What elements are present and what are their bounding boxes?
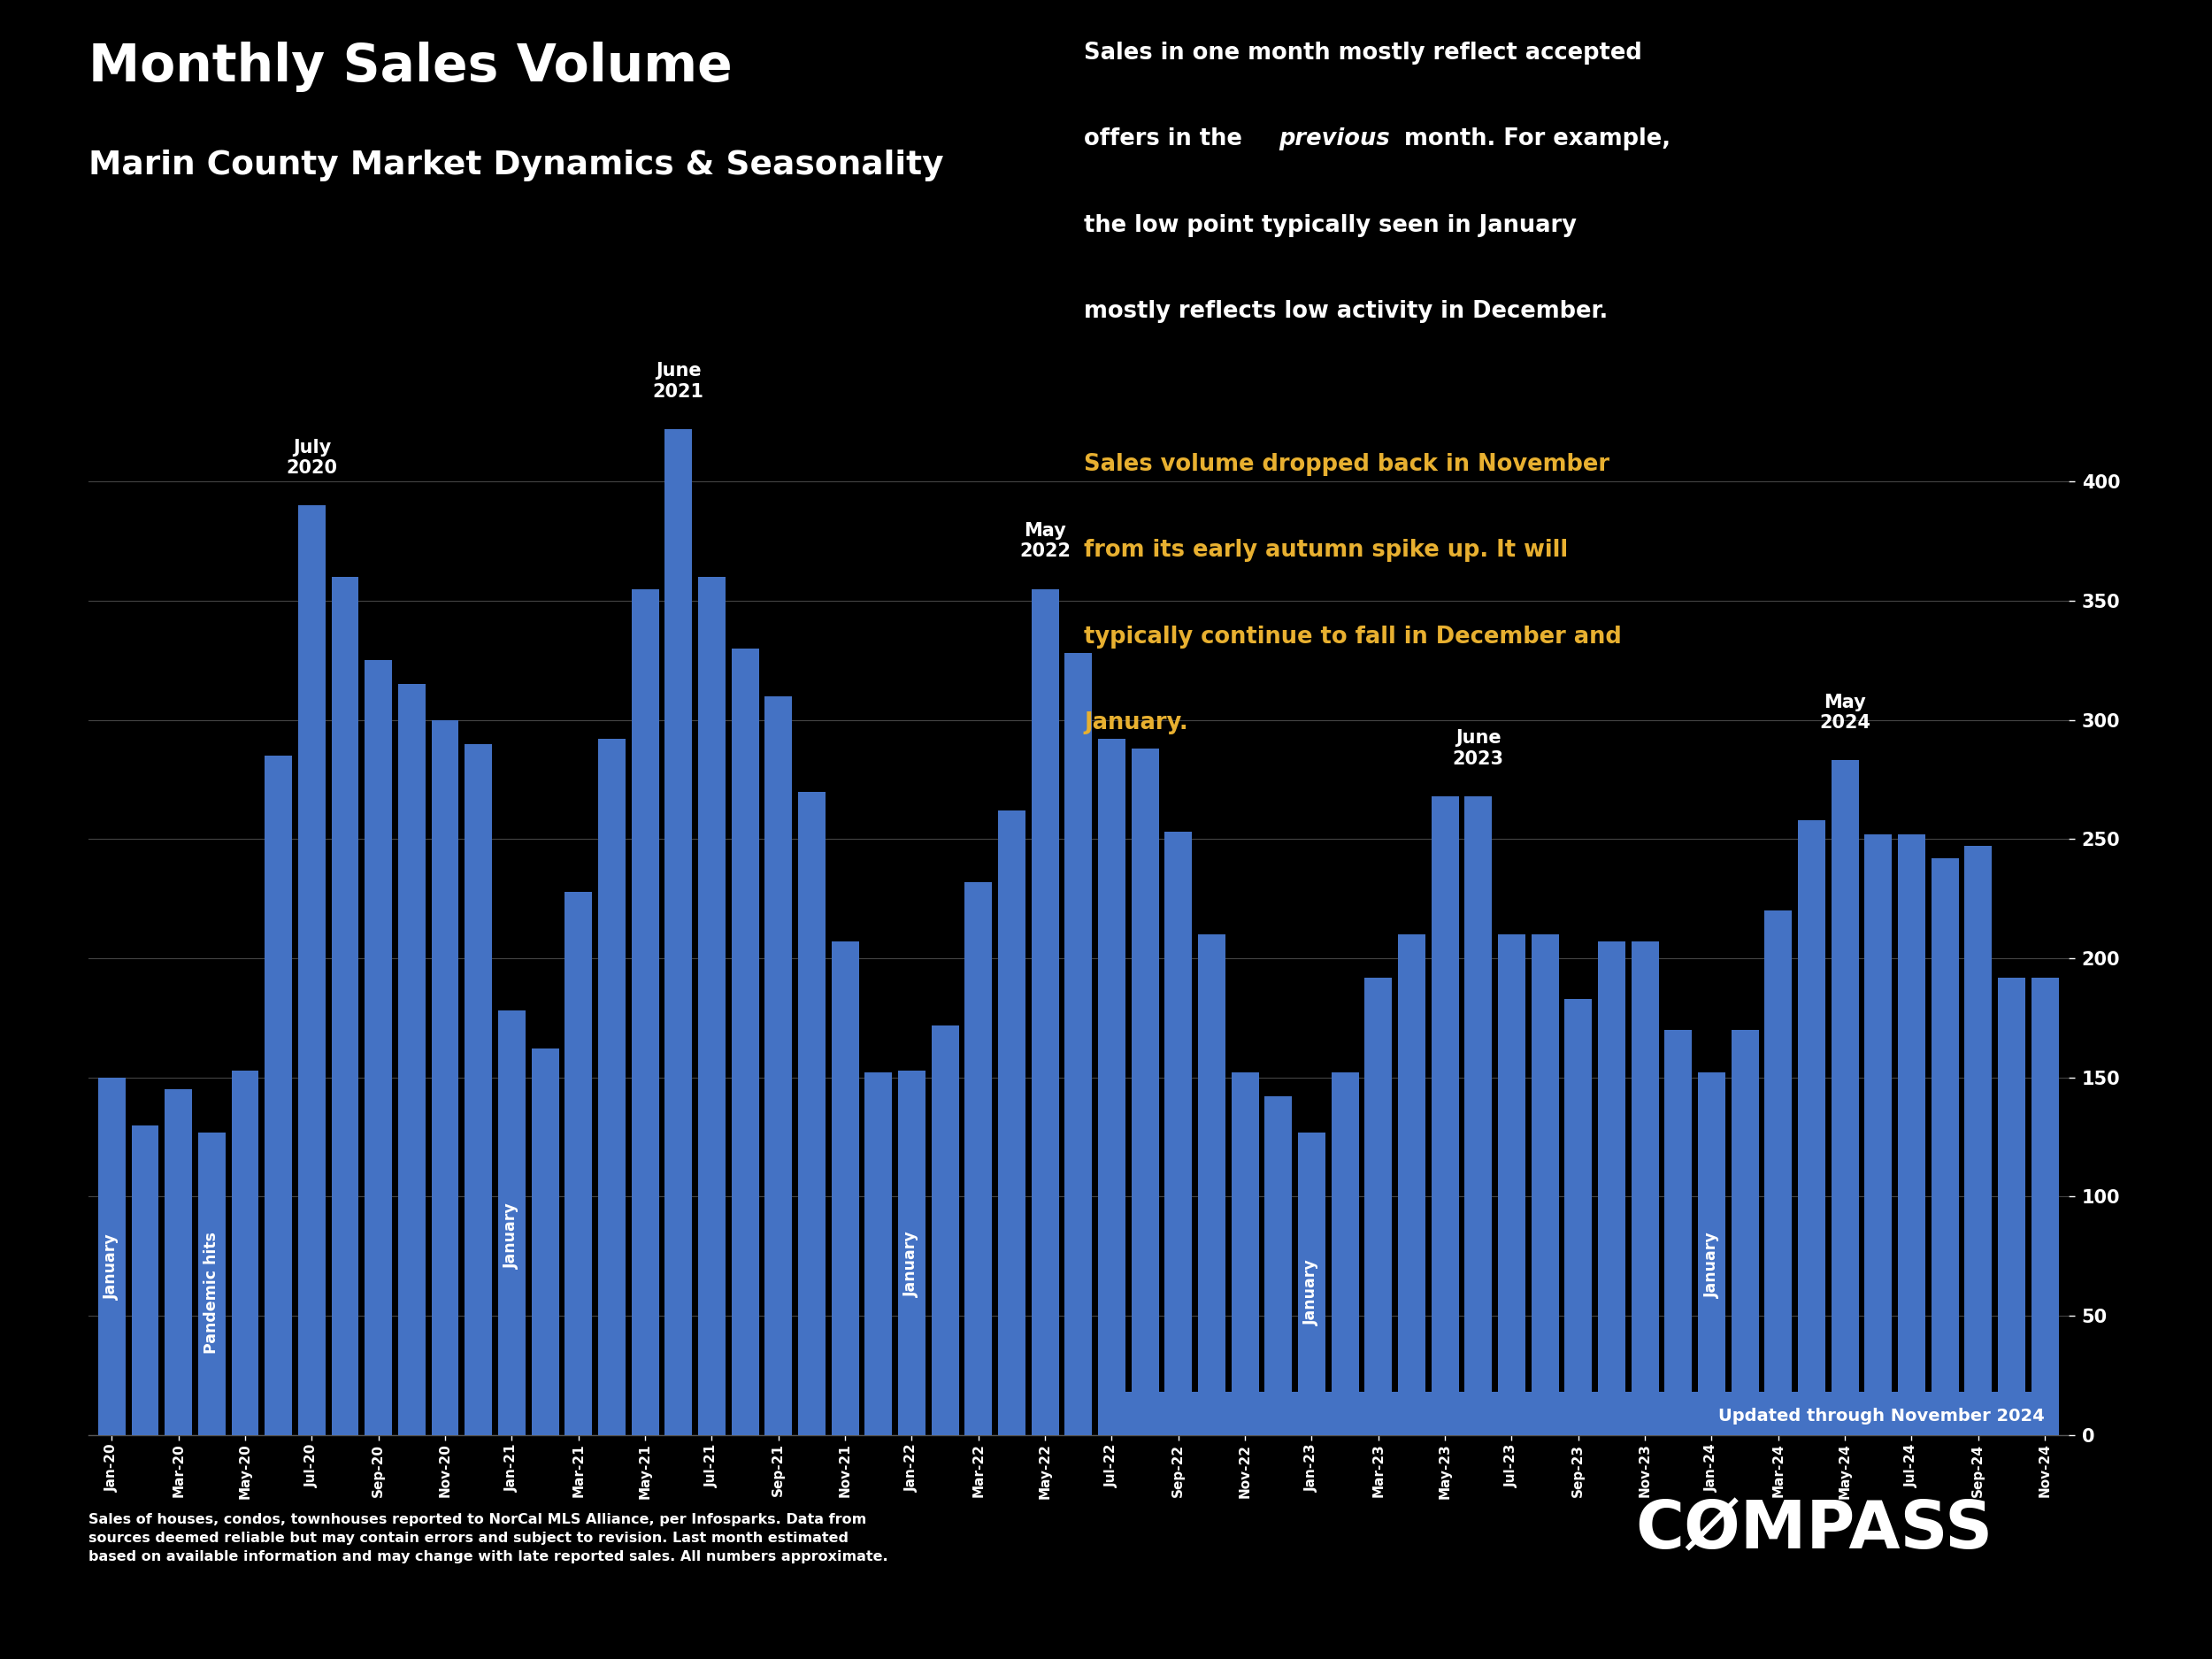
Bar — [398, 684, 425, 1435]
Text: CØMPASS: CØMPASS — [1635, 1498, 1993, 1563]
Bar — [1931, 858, 1958, 1435]
Text: previous: previous — [1279, 128, 1391, 151]
Bar — [799, 791, 825, 1435]
Bar — [1666, 1030, 1692, 1435]
Bar — [931, 1025, 958, 1435]
Bar — [1431, 796, 1458, 1435]
Text: typically continue to fall in December and: typically continue to fall in December a… — [1084, 625, 1621, 649]
Text: the low point typically seen in January: the low point typically seen in January — [1084, 214, 1577, 237]
Bar — [1365, 977, 1391, 1435]
Text: June
2023: June 2023 — [1453, 730, 1504, 768]
Bar — [1064, 654, 1093, 1435]
Text: Sales in one month mostly reflect accepted: Sales in one month mostly reflect accept… — [1084, 41, 1641, 65]
Text: Sales of houses, condos, townhouses reported to NorCal MLS Alliance, per Infospa: Sales of houses, condos, townhouses repo… — [88, 1513, 887, 1563]
Bar — [898, 1070, 925, 1435]
Bar — [465, 743, 491, 1435]
Bar — [865, 1073, 891, 1435]
Bar — [1232, 1073, 1259, 1435]
Bar — [1464, 796, 1491, 1435]
Bar — [1031, 589, 1060, 1435]
Bar — [1765, 911, 1792, 1435]
Bar — [265, 757, 292, 1435]
Bar — [131, 1125, 159, 1435]
Bar — [1199, 934, 1225, 1435]
Text: Updated through November 2024: Updated through November 2024 — [1719, 1407, 2044, 1423]
Bar — [166, 1090, 192, 1435]
Bar — [765, 697, 792, 1435]
Bar — [666, 430, 692, 1435]
Bar — [597, 738, 626, 1435]
Bar — [1699, 1073, 1725, 1435]
Text: month. For example,: month. For example, — [1396, 128, 1670, 151]
Bar — [1166, 831, 1192, 1435]
Bar — [2031, 977, 2059, 1435]
Text: May
2024: May 2024 — [1818, 693, 1871, 732]
Bar — [1997, 977, 2026, 1435]
Bar — [998, 811, 1026, 1435]
Bar — [1130, 748, 1159, 1435]
Bar — [1798, 820, 1825, 1435]
Bar — [232, 1070, 259, 1435]
Bar — [1298, 1133, 1325, 1435]
Text: January: January — [104, 1234, 119, 1301]
Bar — [1265, 1097, 1292, 1435]
Bar — [564, 891, 593, 1435]
Text: Marin County Market Dynamics & Seasonality: Marin County Market Dynamics & Seasonali… — [88, 149, 945, 181]
Bar — [1732, 1030, 1759, 1435]
Bar — [1097, 738, 1126, 1435]
Bar — [1498, 934, 1526, 1435]
Text: mostly reflects low activity in December.: mostly reflects low activity in December… — [1084, 300, 1608, 324]
Bar — [299, 506, 325, 1435]
Bar — [1531, 934, 1559, 1435]
Bar — [97, 1077, 126, 1435]
Text: July
2020: July 2020 — [285, 438, 338, 476]
Text: May
2022: May 2022 — [1020, 523, 1071, 561]
Bar — [1898, 834, 1924, 1435]
Bar — [1564, 999, 1593, 1435]
Bar — [332, 577, 358, 1435]
Bar — [964, 883, 991, 1435]
Text: June
2021: June 2021 — [653, 362, 703, 400]
Text: January: January — [905, 1231, 920, 1297]
Text: from its early autumn spike up. It will: from its early autumn spike up. It will — [1084, 539, 1568, 562]
Text: January: January — [1303, 1259, 1321, 1326]
Bar — [832, 942, 858, 1435]
Bar — [630, 589, 659, 1435]
Bar — [1832, 760, 1858, 1435]
Bar — [1597, 942, 1626, 1435]
Bar — [531, 1048, 560, 1435]
Bar — [732, 649, 759, 1435]
Text: offers in the: offers in the — [1084, 128, 1250, 151]
Bar — [199, 1133, 226, 1435]
Bar — [1630, 942, 1659, 1435]
Text: January.: January. — [1084, 712, 1188, 735]
Bar — [1332, 1073, 1358, 1435]
Text: Pandemic hits: Pandemic hits — [204, 1231, 219, 1354]
Bar — [1398, 934, 1425, 1435]
Bar — [365, 660, 392, 1435]
Text: January: January — [1703, 1231, 1719, 1297]
Bar — [1865, 834, 1891, 1435]
Bar — [431, 720, 458, 1435]
Bar — [498, 1010, 526, 1435]
Bar — [699, 577, 726, 1435]
Text: January: January — [504, 1203, 520, 1269]
Text: Monthly Sales Volume: Monthly Sales Volume — [88, 41, 732, 91]
FancyBboxPatch shape — [1099, 1392, 2057, 1435]
Bar — [1964, 846, 1991, 1435]
Text: Sales volume dropped back in November: Sales volume dropped back in November — [1084, 453, 1610, 476]
